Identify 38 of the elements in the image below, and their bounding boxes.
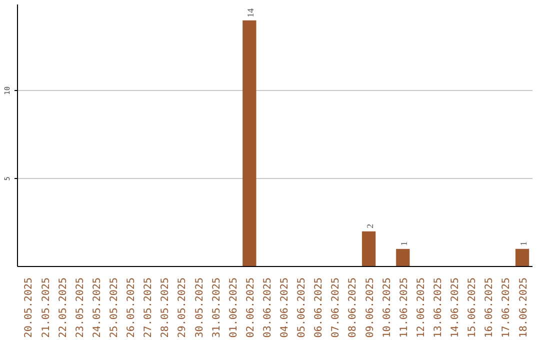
bar: [362, 231, 376, 266]
x-tick-label: 23.05.2025: [74, 277, 86, 338]
x-tick-label: 05.06.2025: [296, 277, 308, 338]
data-label: 1: [398, 241, 409, 246]
x-tick-label: 06.06.2025: [314, 277, 325, 338]
x-tick-label: 24.05.2025: [92, 277, 103, 338]
x-tick-label: 30.05.2025: [194, 277, 206, 338]
data-label: 1: [518, 241, 528, 246]
x-tick-label: 04.06.2025: [280, 277, 291, 338]
x-tick-label: 25.05.2025: [108, 277, 120, 338]
x-tick-label: 09.06.2025: [364, 277, 376, 338]
bar: [515, 248, 530, 266]
x-tick-label: 31.05.2025: [211, 277, 222, 338]
x-tick-label: 26.05.2025: [126, 277, 138, 338]
x-tick-label: 12.06.2025: [416, 277, 427, 338]
x-tick-label: 15.06.2025: [467, 277, 478, 338]
x-tick-label: 14.06.2025: [450, 277, 462, 338]
x-tick-label: 21.05.2025: [40, 277, 52, 338]
x-tick-label: 08.06.2025: [348, 277, 359, 338]
x-tick-label: 29.05.2025: [177, 277, 188, 338]
x-tick-label: 07.06.2025: [330, 277, 342, 338]
x-tick-label: 28.05.2025: [160, 277, 172, 338]
x-tick-label: 11.06.2025: [398, 277, 410, 338]
x-tick-label: 02.06.2025: [245, 277, 256, 338]
bar: [396, 248, 410, 266]
x-tick-label: 18.06.2025: [518, 277, 530, 338]
x-tick-label: 20.05.2025: [24, 277, 35, 338]
x-tick-label: 27.05.2025: [143, 277, 154, 338]
bar: [242, 20, 256, 266]
x-tick-label: 03.06.2025: [262, 277, 274, 338]
x-tick-label: 01.06.2025: [228, 277, 240, 338]
x-tick-label: 22.05.2025: [58, 277, 69, 338]
data-label: 2: [364, 224, 375, 228]
data-label: 14: [245, 8, 256, 18]
x-tick-label: 13.06.2025: [433, 277, 444, 338]
x-tick-label: 17.06.2025: [501, 277, 512, 338]
x-tick-label: 16.06.2025: [484, 277, 496, 338]
x-tick-label: 10.06.2025: [382, 277, 393, 338]
